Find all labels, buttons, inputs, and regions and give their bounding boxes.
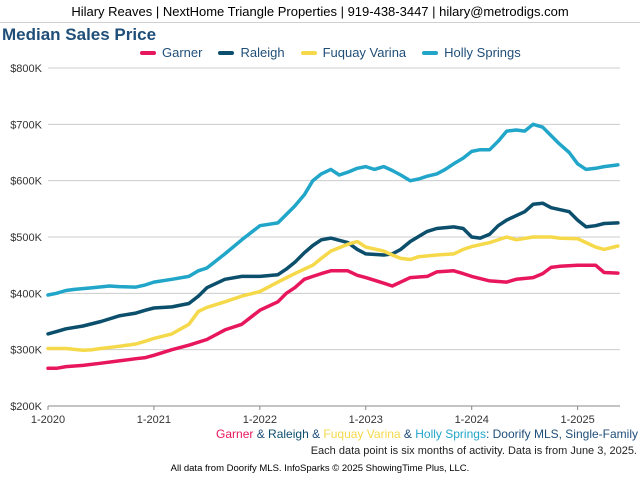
legend-swatch	[300, 50, 317, 55]
y-tick-label: $500K	[10, 232, 42, 244]
subtitle-part: &	[253, 427, 269, 441]
legend-swatch	[140, 50, 156, 55]
legend-swatch	[422, 50, 439, 55]
x-tick-label: 1-2020	[31, 414, 65, 426]
subtitle-part: &	[308, 427, 324, 441]
series-line-holly-springs	[46, 122, 620, 297]
legend-item-fuquay-varina: Fuquay Varina	[300, 45, 407, 60]
subtitle-part: Fuquay Varina	[323, 427, 401, 441]
y-tick-label: $400K	[10, 288, 42, 300]
subtitle-part: : Doorify MLS, Single-Family	[485, 427, 638, 441]
legend-label: Fuquay Varina	[322, 45, 407, 60]
x-tick-label: 1-2022	[243, 414, 277, 426]
chart-legend: Garner Raleigh Fuquay Varina Holly Springs	[140, 45, 521, 60]
legend-label: Holly Springs	[444, 45, 521, 60]
subtitle-part: Holly Springs	[415, 427, 486, 441]
y-tick-label: $200K	[10, 401, 42, 413]
x-tick-label: 1-2025	[560, 414, 594, 426]
line-chart: $200K $300K $400K $500K $600K $700K $800K 1-202…	[10, 63, 620, 426]
subtitle-part: Raleigh	[268, 427, 309, 441]
y-tick-label: $600K	[10, 176, 42, 188]
legend-item-garner: Garner	[140, 45, 202, 60]
chart-title: Median Sales Price	[2, 25, 157, 44]
legend-item-raleigh: Raleigh	[218, 45, 285, 60]
subtitle-part: &	[400, 427, 416, 441]
series-line-garner	[46, 263, 620, 371]
legend-label: Garner	[162, 45, 203, 60]
x-tick-label: 1-2023	[349, 414, 383, 426]
data-note: Each data point is six months of activit…	[310, 445, 637, 457]
series-line-raleigh	[46, 201, 620, 336]
y-tick-label: $300K	[10, 345, 42, 357]
subtitle-part: Garner	[216, 427, 254, 441]
contact-text: Hilary Reaves | NextHome Triangle Proper…	[71, 3, 569, 19]
x-tick-label: 1-2021	[137, 414, 171, 426]
y-tick-label: $700K	[10, 119, 42, 131]
legend-item-holly-springs: Holly Springs	[422, 45, 521, 60]
x-tick-label: 1-2024	[455, 414, 489, 426]
footer-credit: All data from Doorify MLS. InfoSparks © …	[170, 463, 470, 474]
y-tick-label: $800K	[10, 63, 42, 75]
contact-banner: Hilary Reaves | NextHome Triangle Proper…	[0, 0, 640, 23]
chart-subtitle: Garner & Raleigh & Fuquay Varina & Holly…	[216, 427, 638, 441]
legend-swatch	[218, 50, 235, 55]
series-line-fuquay-varina	[46, 235, 620, 352]
legend-label: Raleigh	[240, 45, 285, 60]
